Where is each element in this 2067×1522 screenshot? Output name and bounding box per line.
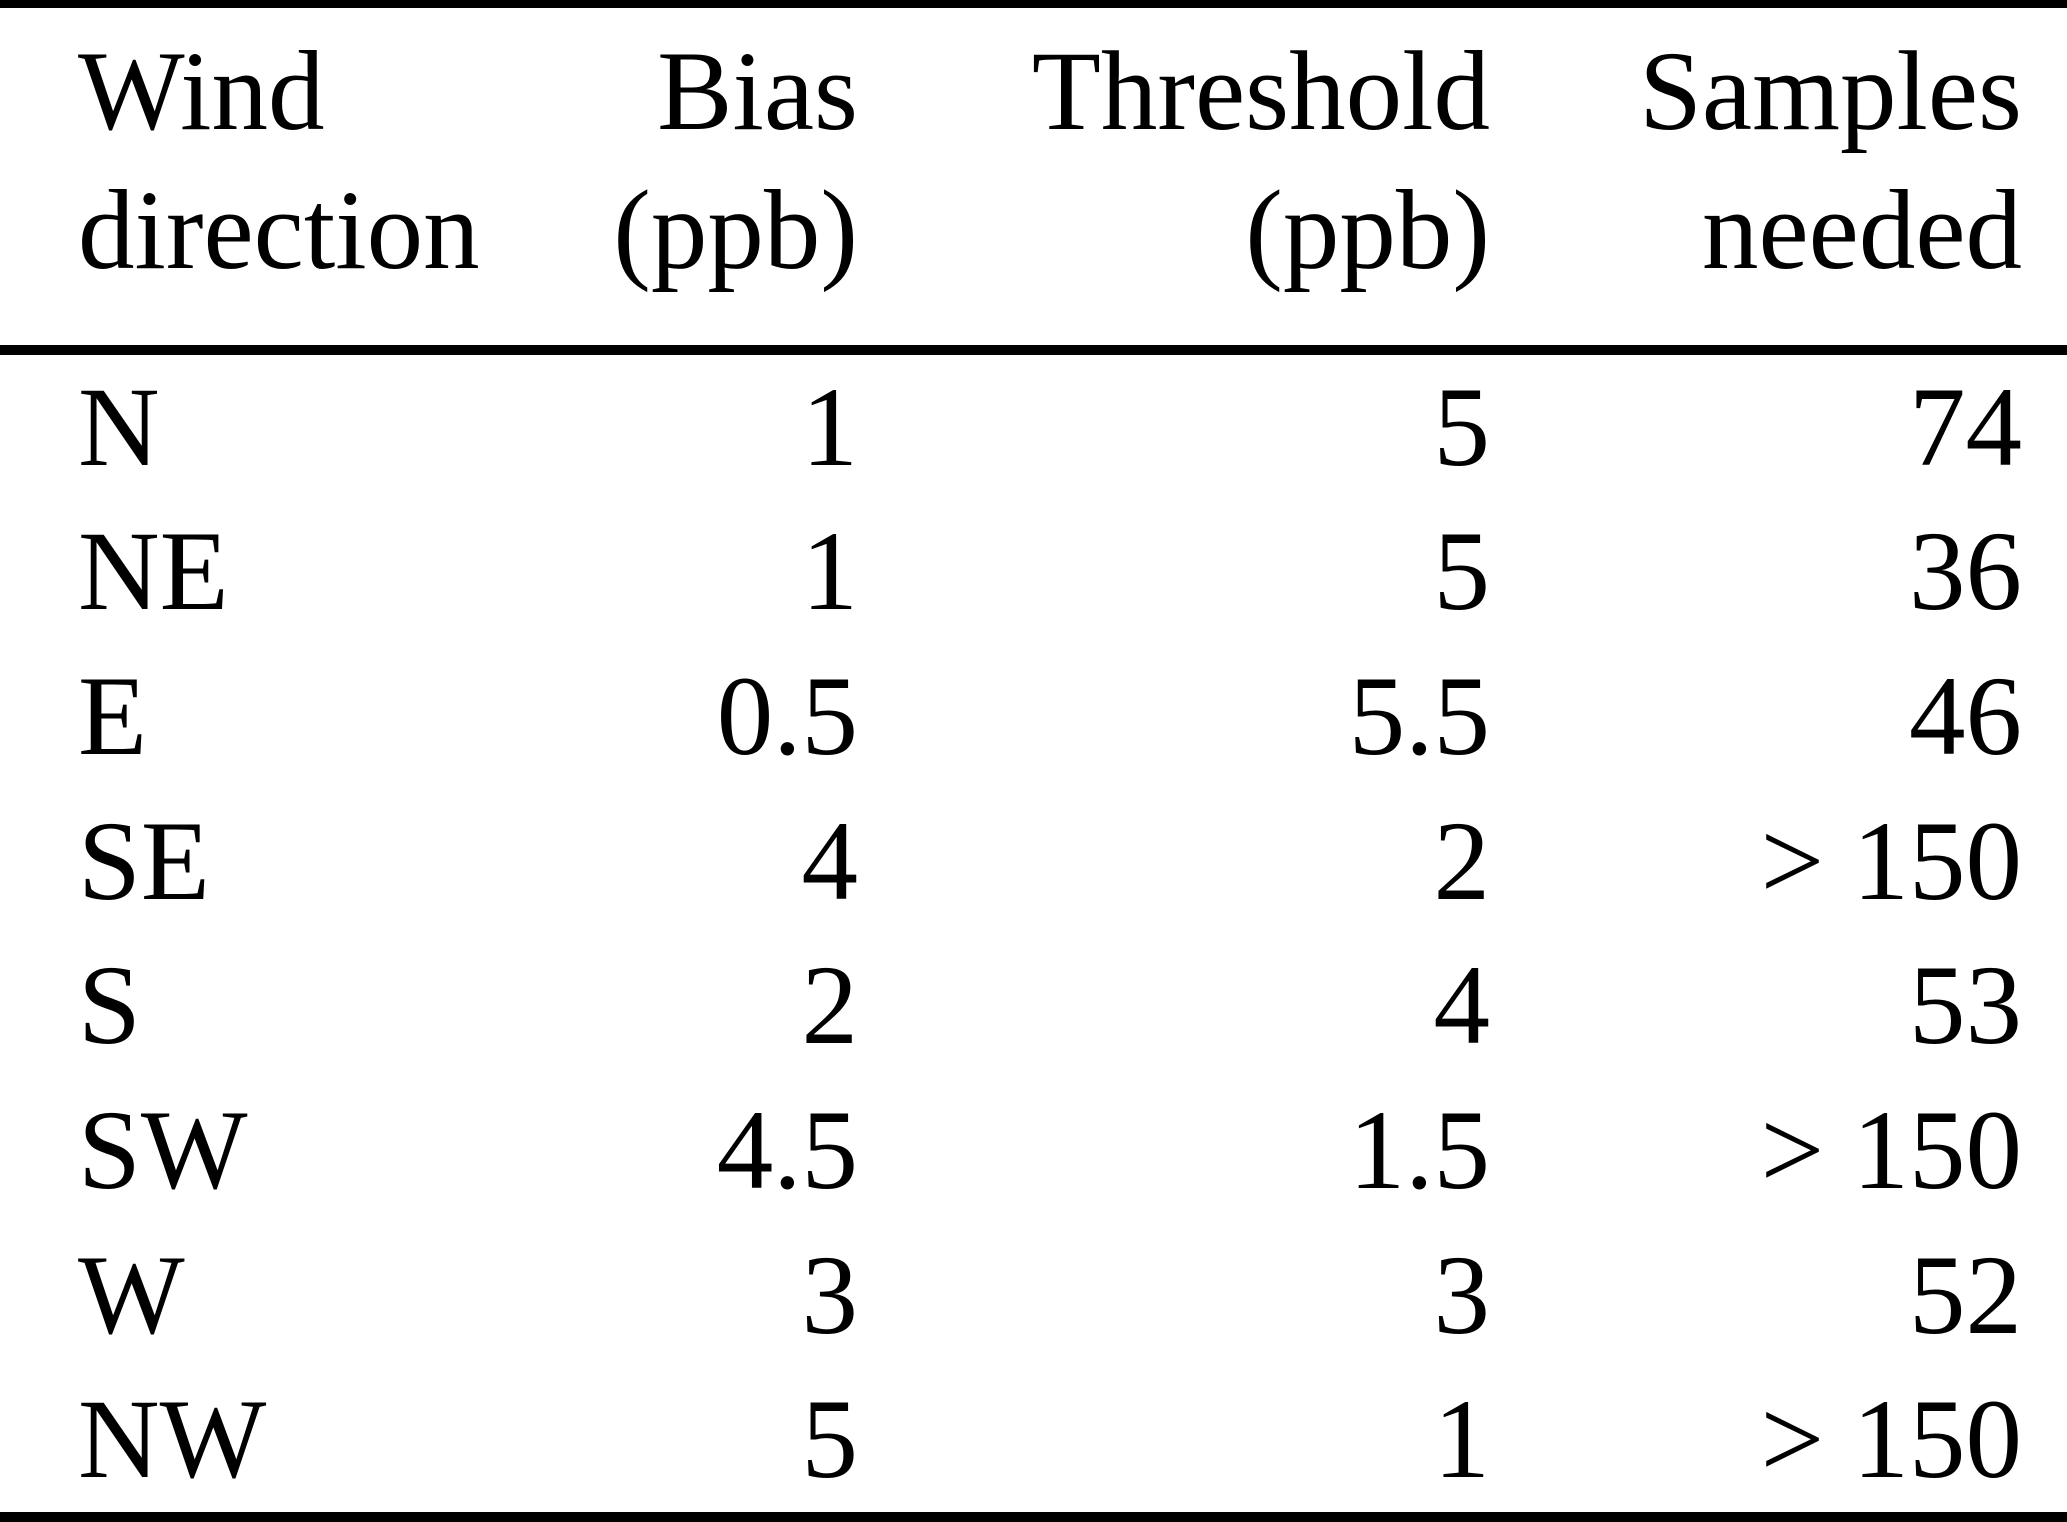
cell-threshold: 5.5 [1348,654,1490,780]
table-row: E 0.5 5.5 46 [0,644,2067,789]
cell-bias: 2 [801,943,859,1069]
cell-wind-direction: NW [78,1377,267,1503]
table-row: W 3 3 52 [0,1223,2067,1368]
column-header-samples: Samples needed [1490,22,2067,300]
cell-samples-needed: > 150 [1760,1087,2022,1213]
cell-threshold: 1.5 [1348,1087,1490,1213]
cell-bias: 1 [801,364,859,490]
cell-samples-needed: 52 [1909,1232,2022,1358]
table-header: Wind direction Bias (ppb) Threshold (ppb… [0,8,2067,345]
header-line: Threshold [1031,29,1490,154]
cell-bias: 0.5 [716,654,858,780]
cell-bias: 3 [801,1232,859,1358]
cell-samples-needed: 46 [1909,654,2022,780]
cell-bias: 4 [801,798,859,924]
table-row: NW 5 1 > 150 [0,1367,2067,1512]
header-line: (ppb) [1245,168,1490,293]
header-line: Bias [657,29,858,154]
table-row: NE 1 5 36 [0,500,2067,645]
header-line: Wind [78,29,325,154]
cell-threshold: 5 [1433,509,1491,635]
cell-samples-needed: > 150 [1760,1377,2022,1503]
table-top-rule [0,0,2067,8]
cell-wind-direction: SW [78,1087,248,1213]
cell-bias: 4.5 [716,1087,858,1213]
cell-samples-needed: 53 [1909,943,2022,1069]
header-line: Samples [1639,29,2022,154]
cell-bias: 1 [801,509,859,635]
column-header-wind-direction: Wind direction [0,22,480,300]
table-bottom-rule [0,1512,2067,1522]
table-row: N 1 5 74 [0,355,2067,500]
cell-wind-direction: W [78,1232,185,1358]
header-line: (ppb) [613,168,858,293]
cell-bias: 5 [801,1377,859,1503]
cell-wind-direction: SE [78,798,210,924]
table-row: S 2 4 53 [0,934,2067,1079]
cell-samples-needed: 74 [1909,364,2022,490]
cell-threshold: 4 [1433,943,1491,1069]
table-body: N 1 5 74 NE 1 5 36 E 0.5 5.5 46 SE 4 2 >… [0,355,2067,1512]
cell-wind-direction: N [78,364,160,490]
header-line: needed [1702,168,2022,293]
column-header-bias: Bias (ppb) [470,22,858,300]
cell-threshold: 5 [1433,364,1491,490]
cell-wind-direction: S [78,943,141,1069]
cell-wind-direction: NE [78,509,229,635]
cell-threshold: 2 [1433,798,1491,924]
cell-threshold: 3 [1433,1232,1491,1358]
column-header-threshold: Threshold (ppb) [858,22,1490,300]
table-row: SW 4.5 1.5 > 150 [0,1078,2067,1223]
cell-wind-direction: E [78,654,148,780]
cell-samples-needed: > 150 [1760,798,2022,924]
cell-samples-needed: 36 [1909,509,2022,635]
table-header-rule [0,345,2067,355]
header-line: direction [78,168,480,293]
table-row: SE 4 2 > 150 [0,789,2067,934]
cell-threshold: 1 [1433,1377,1491,1503]
